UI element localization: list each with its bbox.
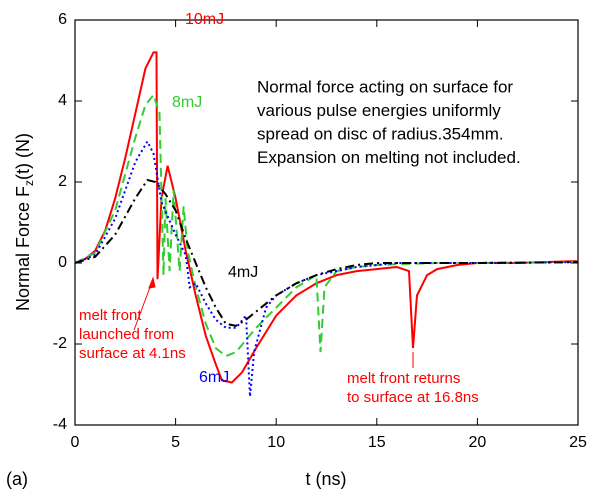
y-tick-label: 4 — [58, 92, 67, 109]
x-tick-label: 25 — [569, 434, 587, 451]
x-axis-label: t (ns) — [305, 469, 346, 489]
y-tick-label: 0 — [58, 254, 67, 271]
note-line: Normal force acting on surface for — [257, 77, 513, 96]
annotation-line: to surface at 16.8ns — [347, 389, 479, 406]
annotation-line: surface at 4.1ns — [79, 345, 186, 362]
note-line: Expansion on melting not included. — [257, 148, 521, 167]
y-tick-label: -4 — [53, 416, 67, 433]
series-label: 4mJ — [228, 264, 258, 281]
y-tick-label: -2 — [53, 335, 67, 352]
y-label-sub: z — [22, 180, 36, 186]
arrows — [133, 276, 414, 368]
y-tick-label: 6 — [58, 11, 67, 28]
y-label-main: Normal Force F — [13, 186, 33, 311]
series-label: 10mJ — [185, 11, 224, 28]
y-label-end: (t) (N) — [13, 133, 33, 180]
annotation-line: melt front — [79, 307, 142, 324]
plot-frame — [74, 19, 579, 426]
x-tick-label: 5 — [171, 434, 180, 451]
annotation-line: melt front returns — [347, 370, 460, 387]
series-label: 6mJ — [199, 369, 229, 386]
x-tick-label: 0 — [71, 434, 80, 451]
y-axis-label: Normal Force Fz(t) (N) — [13, 133, 36, 311]
x-tick-label: 15 — [368, 434, 386, 451]
note-line: spread on disc of radius.354mm. — [257, 124, 504, 143]
x-tick-label: 10 — [267, 434, 285, 451]
series-line — [74, 178, 579, 327]
series-label: 8mJ — [172, 94, 202, 111]
series-line — [74, 51, 579, 384]
panel-label: (a) — [6, 469, 28, 489]
series-line — [74, 139, 579, 397]
annotation-line: launched from — [79, 326, 174, 343]
x-tick-label: 20 — [469, 434, 487, 451]
note-line: various pulse energies uniformly — [257, 101, 501, 120]
y-tick-label: 2 — [58, 173, 67, 190]
